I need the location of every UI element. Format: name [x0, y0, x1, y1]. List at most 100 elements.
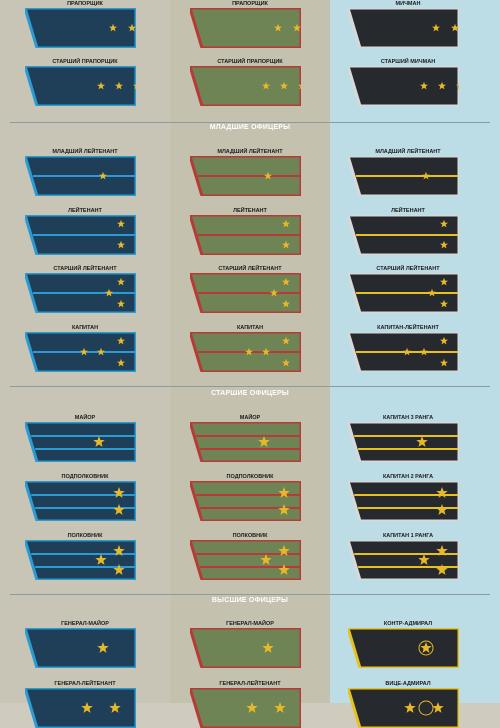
rank-cell: ПРАПОРЩИК — [175, 0, 325, 48]
rank-cell: СТАРШИЙ ЛЕЙТЕНАНТ — [10, 265, 160, 313]
rank-label: МАЙОР — [239, 415, 261, 421]
shoulder-board — [348, 628, 459, 668]
rank-cell: КАПИТАН — [175, 324, 325, 372]
rank-cell: СТАРШИЙ МИЧМАН — [333, 58, 483, 106]
board-body — [348, 540, 459, 580]
rank-label: ГЕНЕРАЛ-ЛЕЙТЕНАНТ — [54, 681, 116, 687]
rank-label: МЛАДШИЙ ЛЕЙТЕНАНТ — [375, 149, 441, 155]
shoulder-board — [25, 422, 136, 462]
section-divider — [10, 122, 490, 123]
shoulder-board — [25, 688, 136, 728]
rank-star — [440, 336, 448, 345]
board-body — [190, 422, 301, 462]
rank-star — [438, 81, 446, 90]
board-body — [25, 481, 136, 521]
rank-label: МЛАДШИЙ ЛЕЙТЕНАНТ — [52, 149, 118, 155]
rank-cell: ГЕНЕРАЛ-МАЙОР — [175, 620, 325, 668]
section-title-junior: МЛАДШИЕ ОФИЦЕРЫ — [209, 124, 291, 131]
rank-star — [440, 358, 448, 367]
board-body — [190, 66, 301, 106]
rank-star — [278, 504, 290, 515]
rank-star — [80, 347, 88, 356]
rank-cell: КАПИТАН — [10, 324, 160, 372]
rank-cell: МЛАДШИЙ ЛЕЙТЕНАНТ — [10, 148, 160, 196]
shoulder-board — [348, 332, 459, 372]
rank-star — [99, 171, 107, 180]
rank-label: СТАРШИЙ ЛЕЙТЕНАНТ — [53, 266, 117, 272]
rank-star — [428, 288, 436, 297]
rank-star — [258, 436, 270, 447]
rank-cell: СТАРШИЙ ЛЕЙТЕНАНТ — [175, 265, 325, 313]
shoulder-board — [190, 628, 301, 668]
rank-star — [440, 277, 448, 286]
shoulder-board — [348, 540, 459, 580]
board-body — [25, 540, 136, 580]
rank-star — [113, 564, 125, 575]
rank-star — [403, 347, 411, 356]
board-body — [348, 66, 459, 106]
rank-cell: СТАРШИЙ ПРАПОРЩИК — [175, 58, 325, 106]
rank-star — [117, 336, 125, 345]
rank-star — [440, 240, 448, 249]
rank-star — [133, 84, 136, 90]
rank-label: КАПИТАН 3 РАНГА — [382, 415, 434, 421]
rank-label: ПОЛКОВНИК — [67, 533, 103, 539]
shoulder-board — [348, 8, 459, 48]
shoulder-board — [348, 273, 459, 313]
rank-label: КОНТР-АДМИРАЛ — [383, 621, 433, 627]
rank-star — [117, 240, 125, 249]
rank-star — [420, 347, 428, 356]
rank-star — [436, 564, 448, 575]
shoulder-board — [190, 481, 301, 521]
rank-star — [282, 336, 290, 345]
rank-label: КАПИТАН-ЛЕЙТЕНАНТ — [377, 325, 439, 331]
rank-star — [432, 23, 440, 32]
rank-label: СТАРШИЙ ЛЕЙТЕНАНТ — [376, 266, 440, 272]
rank-star — [262, 347, 270, 356]
rank-star — [113, 545, 125, 556]
board-body — [190, 481, 301, 521]
rank-label: СТАРШИЙ ПРАПОРЩИК — [52, 59, 118, 65]
rank-label: СТАРШИЙ ПРАПОРЩИК — [217, 59, 283, 65]
board-body — [190, 8, 301, 48]
rank-star — [262, 81, 270, 90]
shoulder-board — [348, 422, 459, 462]
rank-label: МЛАДШИЙ ЛЕЙТЕНАНТ — [217, 149, 283, 155]
board-body — [25, 66, 136, 106]
rank-cell: ГЕНЕРАЛ-ЛЕЙТЕНАНТ — [175, 680, 325, 728]
rank-label: ЛЕЙТЕНАНТ — [391, 208, 425, 214]
rank-star — [117, 219, 125, 228]
rank-star — [282, 219, 290, 228]
shoulder-board — [348, 156, 459, 196]
rank-star — [117, 277, 125, 286]
shoulder-board — [25, 628, 136, 668]
rank-star — [298, 84, 301, 90]
shoulder-board — [25, 66, 136, 106]
rank-label: ПОДПОЛКОВНИК — [226, 474, 274, 480]
rank-label: КАПИТАН — [71, 325, 99, 331]
shoulder-board — [348, 688, 459, 728]
rank-star — [113, 487, 125, 498]
board-body — [190, 628, 301, 668]
rank-cell: МИЧМАН — [333, 0, 483, 48]
board-body — [25, 8, 136, 48]
rank-star — [278, 564, 290, 575]
rank-star — [420, 81, 428, 90]
shoulder-board — [190, 66, 301, 106]
rank-star — [451, 23, 459, 32]
shoulder-board — [25, 481, 136, 521]
rank-cell: СТАРШИЙ ЛЕЙТЕНАНТ — [333, 265, 483, 313]
shoulder-board — [190, 156, 301, 196]
shoulder-board — [348, 66, 459, 106]
rank-star — [97, 347, 105, 356]
rank-label: ЛЕЙТЕНАНТ — [233, 208, 267, 214]
board-body — [348, 422, 459, 462]
rank-star — [117, 299, 125, 308]
rank-cell: КАПИТАН-ЛЕЙТЕНАНТ — [333, 324, 483, 372]
rank-cell: КОНТР-АДМИРАЛ — [333, 620, 483, 668]
rank-star — [93, 436, 105, 447]
rank-label: ПРАПОРЩИК — [67, 1, 103, 7]
rank-star — [436, 545, 448, 556]
rank-label: КАПИТАН 1 РАНГА — [382, 533, 434, 539]
rank-label: ГЕНЕРАЛ-ЛЕЙТЕНАНТ — [219, 681, 281, 687]
